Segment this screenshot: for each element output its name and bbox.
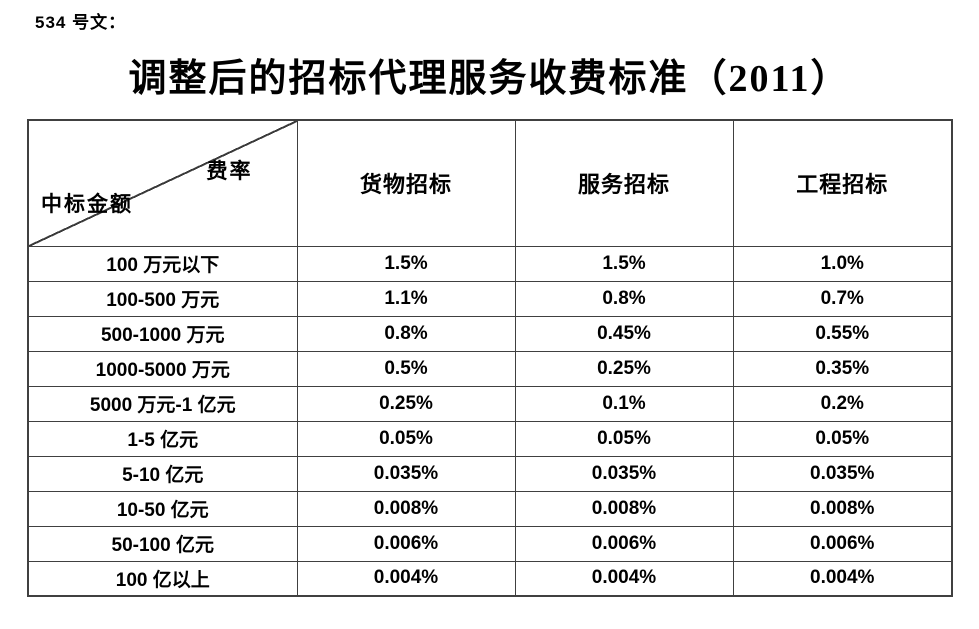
table-row: 1-5 亿元 0.05% 0.05% 0.05% <box>27 420 953 457</box>
bid-amount-label: 中标金额 <box>41 191 133 216</box>
goods-rate-cell: 0.5% <box>296 350 516 387</box>
table-header-row: 费率 中标金额 货物招标 服务招标 工程招标 <box>27 119 953 247</box>
service-rate-cell: 0.006% <box>514 525 734 562</box>
goods-rate-cell: 0.004% <box>296 560 516 597</box>
goods-rate-cell: 0.035% <box>296 455 516 492</box>
goods-rate-cell: 0.006% <box>296 525 516 562</box>
page-title: 调整后的招标代理服务收费标准（2011） <box>128 58 851 100</box>
engineering-rate-cell: 0.2% <box>732 385 953 422</box>
goods-rate-cell: 0.25% <box>296 385 516 422</box>
engineering-rate-cell: 0.55% <box>732 315 953 352</box>
amount-range-cell: 5-10 亿元 <box>27 455 298 492</box>
amount-range-cell: 5000 万元-1 亿元 <box>27 385 298 422</box>
service-rate-cell: 0.45% <box>514 315 734 352</box>
service-rate-cell: 0.1% <box>514 385 734 422</box>
amount-range-cell: 1000-5000 万元 <box>27 350 298 387</box>
amount-range-cell: 100 万元以下 <box>27 245 298 282</box>
engineering-rate-cell: 0.7% <box>732 280 953 317</box>
table-row: 5-10 亿元 0.035% 0.035% 0.035% <box>27 455 953 492</box>
amount-range-cell: 100-500 万元 <box>27 280 298 317</box>
table-row: 50-100 亿元 0.006% 0.006% 0.006% <box>27 525 953 562</box>
table-row: 100 万元以下 1.5% 1.5% 1.0% <box>27 245 953 282</box>
fee-rate-table: 费率 中标金额 货物招标 服务招标 工程招标 100 万元以下 1.5% 1.5… <box>27 119 953 597</box>
goods-rate-cell: 0.008% <box>296 490 516 527</box>
engineering-rate-cell: 0.035% <box>732 455 953 492</box>
engineering-rate-cell: 0.006% <box>732 525 953 562</box>
table-row: 100 亿以上 0.004% 0.004% 0.004% <box>27 560 953 597</box>
engineering-rate-cell: 0.05% <box>732 420 953 457</box>
service-rate-cell: 0.05% <box>514 420 734 457</box>
service-rate-cell: 0.25% <box>514 350 734 387</box>
column-header-goods: 货物招标 <box>296 119 516 247</box>
doc-number: 534 号文： <box>35 13 127 32</box>
engineering-rate-cell: 1.0% <box>732 245 953 282</box>
table-row: 5000 万元-1 亿元 0.25% 0.1% 0.2% <box>27 385 953 422</box>
diagonal-header-cell: 费率 中标金额 <box>27 119 298 247</box>
goods-rate-cell: 1.5% <box>296 245 516 282</box>
amount-range-cell: 50-100 亿元 <box>27 525 298 562</box>
table-row: 500-1000 万元 0.8% 0.45% 0.55% <box>27 315 953 352</box>
engineering-rate-cell: 0.008% <box>732 490 953 527</box>
table-row: 1000-5000 万元 0.5% 0.25% 0.35% <box>27 350 953 387</box>
service-rate-cell: 0.008% <box>514 490 734 527</box>
column-header-engineering: 工程招标 <box>732 119 953 247</box>
column-header-service: 服务招标 <box>514 119 734 247</box>
table-row: 100-500 万元 1.1% 0.8% 0.7% <box>27 280 953 317</box>
amount-range-cell: 1-5 亿元 <box>27 420 298 457</box>
diagonal-line <box>29 121 296 245</box>
service-rate-cell: 1.5% <box>514 245 734 282</box>
fee-rate-label: 费率 <box>206 159 253 183</box>
goods-rate-cell: 1.1% <box>296 280 516 317</box>
amount-range-cell: 500-1000 万元 <box>27 315 298 352</box>
goods-rate-cell: 0.05% <box>296 420 516 457</box>
service-rate-cell: 0.8% <box>514 280 734 317</box>
engineering-rate-cell: 0.35% <box>732 350 953 387</box>
table-row: 10-50 亿元 0.008% 0.008% 0.008% <box>27 490 953 527</box>
amount-range-cell: 10-50 亿元 <box>27 490 298 527</box>
amount-range-cell: 100 亿以上 <box>27 560 298 597</box>
service-rate-cell: 0.004% <box>514 560 734 597</box>
service-rate-cell: 0.035% <box>514 455 734 492</box>
goods-rate-cell: 0.8% <box>296 315 516 352</box>
engineering-rate-cell: 0.004% <box>732 560 953 597</box>
